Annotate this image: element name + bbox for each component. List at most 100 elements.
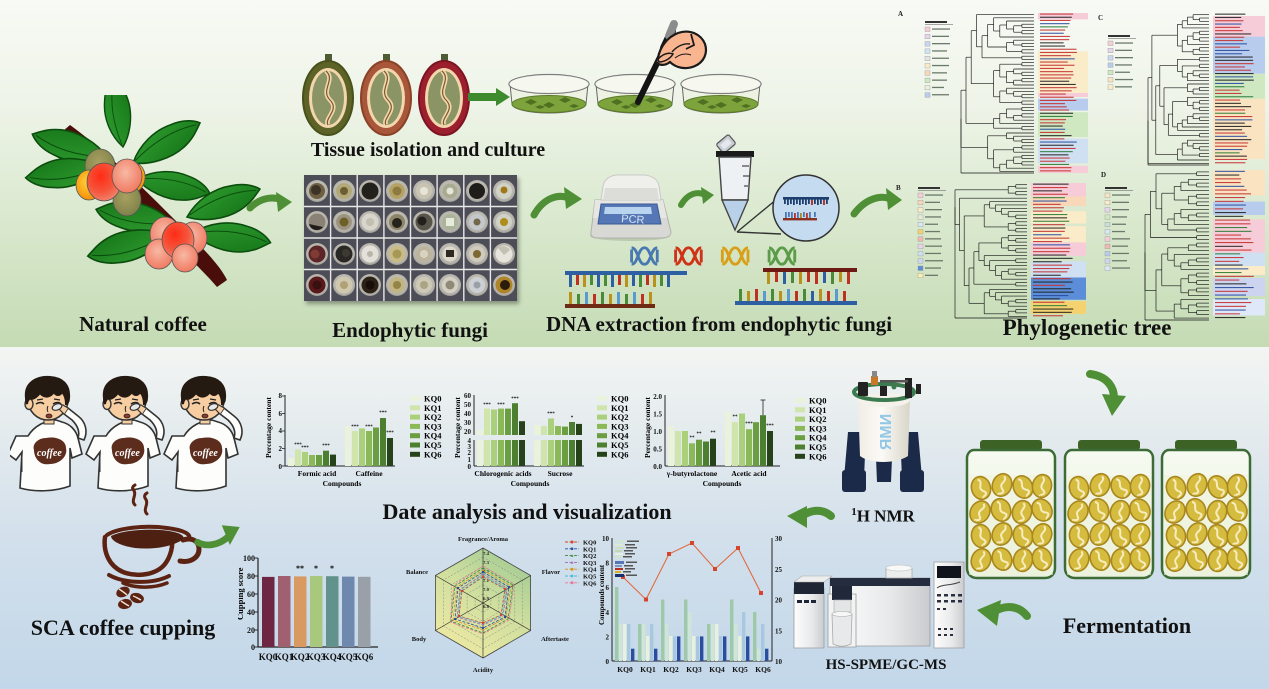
svg-text:2.0: 2.0: [653, 393, 662, 401]
svg-text:γ-butyrolactone: γ-butyrolactone: [666, 469, 718, 478]
svg-text:KQ4: KQ4: [583, 567, 597, 574]
svg-text:0: 0: [606, 658, 610, 666]
svg-text:Percentage content: Percentage content: [453, 397, 462, 458]
svg-text:***: ***: [483, 403, 491, 408]
svg-text:6: 6: [606, 584, 610, 592]
svg-text:6: 6: [279, 410, 283, 418]
svg-text:Cupping score: Cupping score: [238, 567, 245, 620]
svg-text:40: 40: [247, 608, 255, 617]
svg-text:**: **: [733, 415, 739, 420]
svg-text:6.8: 6.8: [483, 604, 489, 609]
svg-text:**: **: [711, 431, 717, 436]
svg-text:***: ***: [547, 412, 555, 417]
svg-text:Formic acid: Formic acid: [298, 469, 337, 478]
svg-text:KQ2: KQ2: [291, 652, 310, 662]
svg-text:Body: Body: [412, 636, 427, 643]
svg-text:PCR: PCR: [621, 213, 645, 227]
svg-text:KQ5: KQ5: [732, 665, 748, 674]
svg-text:Chlorogenic acids: Chlorogenic acids: [474, 469, 531, 478]
svg-text:2: 2: [606, 633, 610, 641]
svg-text:Acidity: Acidity: [473, 667, 494, 674]
svg-text:30: 30: [775, 535, 783, 543]
svg-text:KQ3: KQ3: [583, 560, 597, 567]
svg-text:50: 50: [464, 401, 472, 409]
svg-text:*: *: [571, 416, 574, 421]
svg-text:7.4: 7.4: [483, 551, 489, 556]
svg-text:Compounds: Compounds: [323, 479, 362, 488]
svg-text:Fragrance/Aroma: Fragrance/Aroma: [458, 536, 509, 543]
svg-text:40: 40: [464, 410, 472, 418]
svg-text:0.5: 0.5: [653, 446, 662, 454]
svg-text:7.0: 7.0: [483, 587, 489, 592]
svg-text:30: 30: [464, 419, 472, 427]
svg-text:0: 0: [279, 463, 283, 471]
svg-text:8: 8: [606, 560, 610, 568]
svg-text:KQ3: KQ3: [307, 652, 326, 662]
svg-text:2: 2: [468, 449, 472, 457]
svg-text:60: 60: [464, 392, 472, 400]
svg-text:Percentage content: Percentage content: [643, 397, 652, 458]
svg-text:25: 25: [775, 566, 783, 574]
svg-text:KQ6: KQ6: [755, 665, 771, 674]
svg-text:8: 8: [279, 392, 283, 400]
svg-text:***: ***: [322, 444, 330, 449]
svg-text:1.0: 1.0: [653, 428, 662, 436]
svg-text:7.3: 7.3: [483, 560, 489, 565]
svg-text:Acetic acid: Acetic acid: [731, 469, 767, 478]
svg-text:***: ***: [365, 425, 373, 430]
svg-text:KQ3: KQ3: [686, 665, 702, 674]
svg-text:Flavor: Flavor: [542, 569, 561, 576]
svg-text:Caffeine: Caffeine: [355, 469, 383, 478]
svg-text:D: D: [1101, 171, 1106, 179]
svg-text:KQ6: KQ6: [583, 580, 597, 587]
svg-text:KQ4: KQ4: [323, 652, 342, 662]
svg-text:6.9: 6.9: [483, 596, 489, 601]
svg-text:1: 1: [468, 456, 472, 464]
svg-text:80: 80: [247, 572, 255, 581]
svg-text:KQ4: KQ4: [709, 665, 725, 674]
svg-text:***: ***: [497, 403, 505, 408]
svg-text:0: 0: [251, 643, 255, 652]
svg-text:15: 15: [775, 627, 783, 635]
svg-text:KQ0: KQ0: [259, 652, 278, 662]
svg-text:4: 4: [606, 609, 610, 617]
svg-text:***: ***: [386, 431, 394, 436]
svg-text:4: 4: [468, 437, 472, 445]
svg-text:**: **: [690, 436, 696, 441]
svg-text:KQ2: KQ2: [663, 665, 679, 674]
svg-text:2: 2: [279, 445, 283, 453]
svg-text:1.5: 1.5: [653, 411, 662, 419]
svg-text:KQ6: KQ6: [355, 652, 374, 662]
svg-text:100: 100: [243, 554, 255, 563]
svg-text:***: ***: [379, 411, 387, 416]
svg-text:*: *: [330, 564, 334, 573]
svg-text:60: 60: [247, 590, 255, 599]
svg-text:Percentage content: Percentage content: [264, 397, 273, 458]
svg-text:KQ1: KQ1: [640, 665, 656, 674]
svg-text:**: **: [697, 432, 703, 437]
svg-text:KQ0: KQ0: [583, 540, 596, 547]
svg-text:***: ***: [294, 443, 302, 448]
svg-text:20: 20: [247, 626, 255, 635]
svg-text:Compounds: Compounds: [703, 479, 742, 488]
svg-text:Aftertaste: Aftertaste: [541, 636, 569, 643]
svg-text:KQ1: KQ1: [275, 652, 294, 662]
svg-text:0.0: 0.0: [653, 463, 662, 471]
svg-text:***: ***: [511, 397, 519, 402]
svg-text:KQ1: KQ1: [583, 546, 596, 553]
svg-text:7.2: 7.2: [483, 569, 489, 574]
svg-text:20: 20: [775, 597, 783, 605]
svg-text:4: 4: [279, 427, 283, 435]
svg-text:*: *: [314, 564, 318, 573]
svg-text:***: ***: [351, 425, 359, 430]
svg-text:C: C: [1098, 14, 1103, 22]
svg-text:7.1: 7.1: [483, 578, 489, 583]
svg-text:***: ***: [301, 446, 309, 451]
svg-text:KQ5: KQ5: [339, 652, 358, 662]
svg-text:KQ5: KQ5: [583, 574, 597, 581]
svg-text:20: 20: [464, 428, 472, 436]
svg-text:**: **: [296, 564, 304, 573]
svg-text:10: 10: [602, 535, 610, 543]
svg-text:Sucrose: Sucrose: [548, 469, 574, 478]
svg-text:0: 0: [468, 463, 472, 471]
